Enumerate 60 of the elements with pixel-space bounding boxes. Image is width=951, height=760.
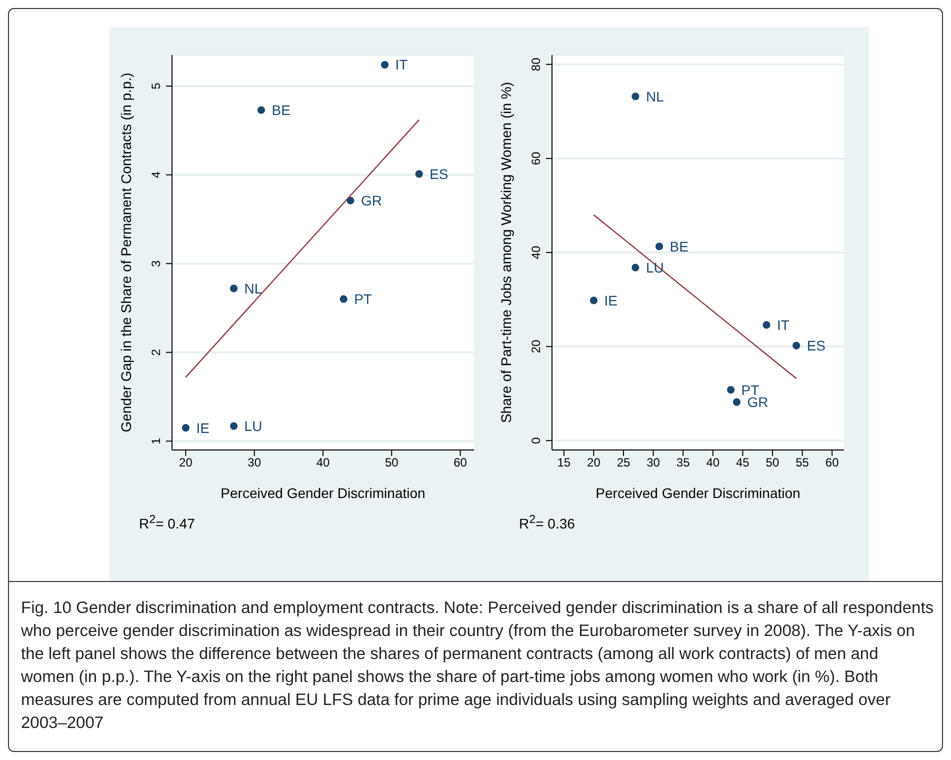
point — [655, 242, 664, 250]
point — [632, 92, 640, 100]
y-tick-label: 0 — [529, 436, 543, 444]
data-label: GR — [360, 192, 382, 209]
x-tick-label: 35 — [676, 456, 690, 470]
point — [632, 264, 640, 272]
data-label: NL — [646, 88, 664, 104]
point — [230, 422, 238, 430]
y-tick-label: 40 — [529, 246, 543, 260]
x-tick-label: 15 — [557, 456, 571, 470]
x-axis-title: Perceived Gender Discrimination — [596, 485, 800, 501]
y-tick-label: 4 — [149, 171, 163, 178]
x-tick-label: 20 — [179, 456, 193, 470]
y-tick-label: 20 — [529, 340, 543, 354]
data-label: IT — [777, 316, 790, 333]
y-tick-label: 5 — [149, 82, 163, 90]
point — [590, 296, 598, 304]
y-tick-label: 3 — [149, 260, 163, 267]
data-label: IT — [395, 56, 408, 73]
text: R$^{2}$= 0.47 — [139, 513, 196, 532]
x-tick-label: 25 — [616, 456, 631, 470]
text: R$^{2}$= 0.36 — [519, 513, 576, 532]
x-axis-title: Perceived Gender Discrimination — [220, 485, 426, 501]
point — [792, 342, 800, 350]
y-axis-title: Share of Part-time Jobs among Working Women (in %) — [498, 82, 514, 424]
caption: Fig. 10 Gender discrimination and employment contracts. Note: Perceived gender discrimination is a share of all respondents who perceive gender discrimination as widespread in their country (from the Eurobarometer survey in 2008). The Y-axis on the left panel shows the difference between the shares of permanent contracts (among all work contracts) of men and women (in p.p.). The Y-axis on the right panel shows the share of part-time jobs among women who work (in %). Both measures are computed from annual EU LFS data for prime age individuals using sampling weights and averaged over 2003–2007 — [21, 598, 935, 734]
x-tick-label: 40 — [706, 456, 720, 470]
data-label: PT — [354, 291, 372, 308]
point — [230, 284, 238, 292]
data-label: BE — [670, 238, 688, 254]
data-label: IE — [196, 420, 210, 436]
y-tick-label: 60 — [529, 151, 543, 166]
x-tick-label: 55 — [796, 456, 810, 470]
x-tick-label: 50 — [766, 456, 780, 470]
x-tick-label: 40 — [316, 456, 330, 470]
x-tick-label: 30 — [646, 456, 660, 470]
x-tick-label: 45 — [736, 456, 750, 470]
y-tick-label: 1 — [149, 437, 163, 444]
data-label: LU — [244, 418, 262, 434]
point — [340, 295, 348, 303]
y-tick-label: 2 — [149, 348, 163, 356]
x-tick-label: 50 — [384, 456, 399, 470]
x-tick-label: 60 — [825, 456, 840, 470]
point — [762, 321, 770, 329]
point — [257, 106, 266, 114]
x-tick-label: 20 — [587, 456, 601, 470]
x-tick-label: 60 — [454, 456, 468, 470]
point — [415, 170, 423, 178]
data-label: BE — [272, 102, 290, 118]
x-tick-label: 30 — [248, 456, 262, 470]
point — [726, 386, 735, 394]
data-label: ES — [430, 166, 448, 182]
point — [182, 424, 190, 432]
data-label: ES — [806, 338, 826, 354]
point — [732, 398, 741, 406]
data-label: IE — [604, 292, 618, 308]
y-tick-label: 80 — [529, 57, 543, 72]
y-axis-title: Gender Gap in the Share of Permanent Contracts (in p.p.) — [118, 72, 134, 432]
point — [380, 60, 389, 69]
data-label: NL — [244, 280, 262, 296]
